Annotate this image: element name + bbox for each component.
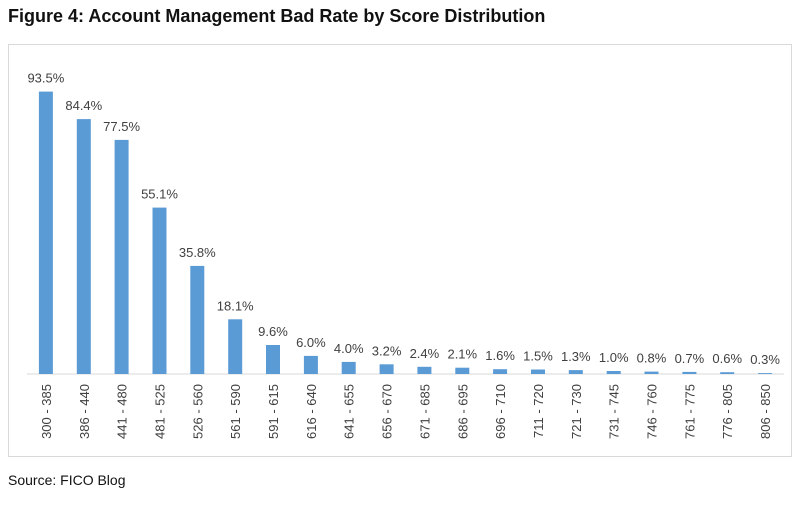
bar bbox=[644, 371, 659, 374]
data-label: 0.6% bbox=[712, 351, 742, 366]
data-label: 1.3% bbox=[561, 349, 591, 364]
x-tick-label: 776 - 805 bbox=[720, 384, 735, 439]
x-tick-label: 441 - 480 bbox=[115, 384, 130, 439]
data-label: 77.5% bbox=[103, 119, 140, 134]
data-label: 3.2% bbox=[372, 343, 402, 358]
x-tick-label: 656 - 670 bbox=[380, 384, 395, 439]
figure-title: Figure 4: Account Management Bad Rate by… bbox=[8, 6, 546, 26]
x-tick-label: 806 - 850 bbox=[758, 384, 773, 439]
bar bbox=[455, 367, 470, 374]
bar bbox=[758, 373, 773, 374]
x-tick-label: 696 - 710 bbox=[493, 384, 508, 439]
x-tick-label: 386 - 440 bbox=[77, 384, 92, 439]
x-tick-label: 616 - 640 bbox=[304, 384, 319, 439]
x-tick-label: 561 - 590 bbox=[228, 384, 243, 439]
bar bbox=[531, 369, 545, 374]
data-label: 4.0% bbox=[334, 341, 364, 356]
data-label: 55.1% bbox=[141, 187, 178, 202]
data-label: 1.5% bbox=[523, 349, 553, 364]
bar bbox=[303, 355, 318, 374]
bar bbox=[606, 371, 621, 374]
data-label: 18.1% bbox=[217, 298, 254, 313]
x-tick-label: 300 - 385 bbox=[39, 384, 54, 439]
bar bbox=[379, 364, 394, 374]
data-label: 0.7% bbox=[675, 351, 705, 366]
bar bbox=[76, 119, 91, 374]
data-label: 1.6% bbox=[485, 348, 515, 363]
bar bbox=[38, 91, 53, 374]
x-tick-label: 641 - 655 bbox=[342, 384, 357, 439]
bar bbox=[266, 345, 280, 374]
x-tick-label: 591 - 615 bbox=[266, 384, 281, 439]
data-label: 0.8% bbox=[637, 351, 667, 366]
bar bbox=[493, 369, 508, 374]
bar bbox=[417, 366, 432, 374]
chart-area bbox=[8, 44, 792, 457]
x-tick-label: 731 - 745 bbox=[607, 384, 622, 439]
data-label: 9.6% bbox=[258, 324, 288, 339]
x-tick-label: 481 - 525 bbox=[153, 384, 168, 439]
data-label: 2.1% bbox=[447, 347, 477, 362]
data-label: 2.4% bbox=[410, 346, 440, 361]
data-label: 0.3% bbox=[750, 352, 780, 367]
bar bbox=[341, 361, 356, 374]
bar bbox=[114, 139, 129, 374]
x-tick-label: 671 - 685 bbox=[417, 384, 432, 439]
bar bbox=[568, 370, 583, 374]
bar bbox=[190, 265, 205, 374]
x-tick-label: 711 - 720 bbox=[531, 384, 546, 438]
x-tick-label: 526 - 560 bbox=[190, 384, 205, 439]
x-tick-label: 686 - 695 bbox=[455, 384, 470, 439]
bar bbox=[152, 207, 167, 374]
x-tick-label: 721 - 730 bbox=[569, 384, 584, 439]
x-tick-label: 746 - 760 bbox=[645, 384, 660, 439]
bar bbox=[720, 372, 735, 374]
bar bbox=[228, 319, 243, 374]
bar bbox=[682, 371, 697, 374]
data-label: 1.0% bbox=[599, 350, 629, 365]
data-label: 84.4% bbox=[65, 98, 102, 113]
data-label: 6.0% bbox=[296, 335, 326, 350]
data-label: 93.5% bbox=[27, 71, 64, 86]
data-label: 35.8% bbox=[179, 245, 216, 260]
x-tick-label: 761 - 775 bbox=[682, 384, 697, 439]
source-note: Source: FICO Blog bbox=[8, 472, 126, 488]
